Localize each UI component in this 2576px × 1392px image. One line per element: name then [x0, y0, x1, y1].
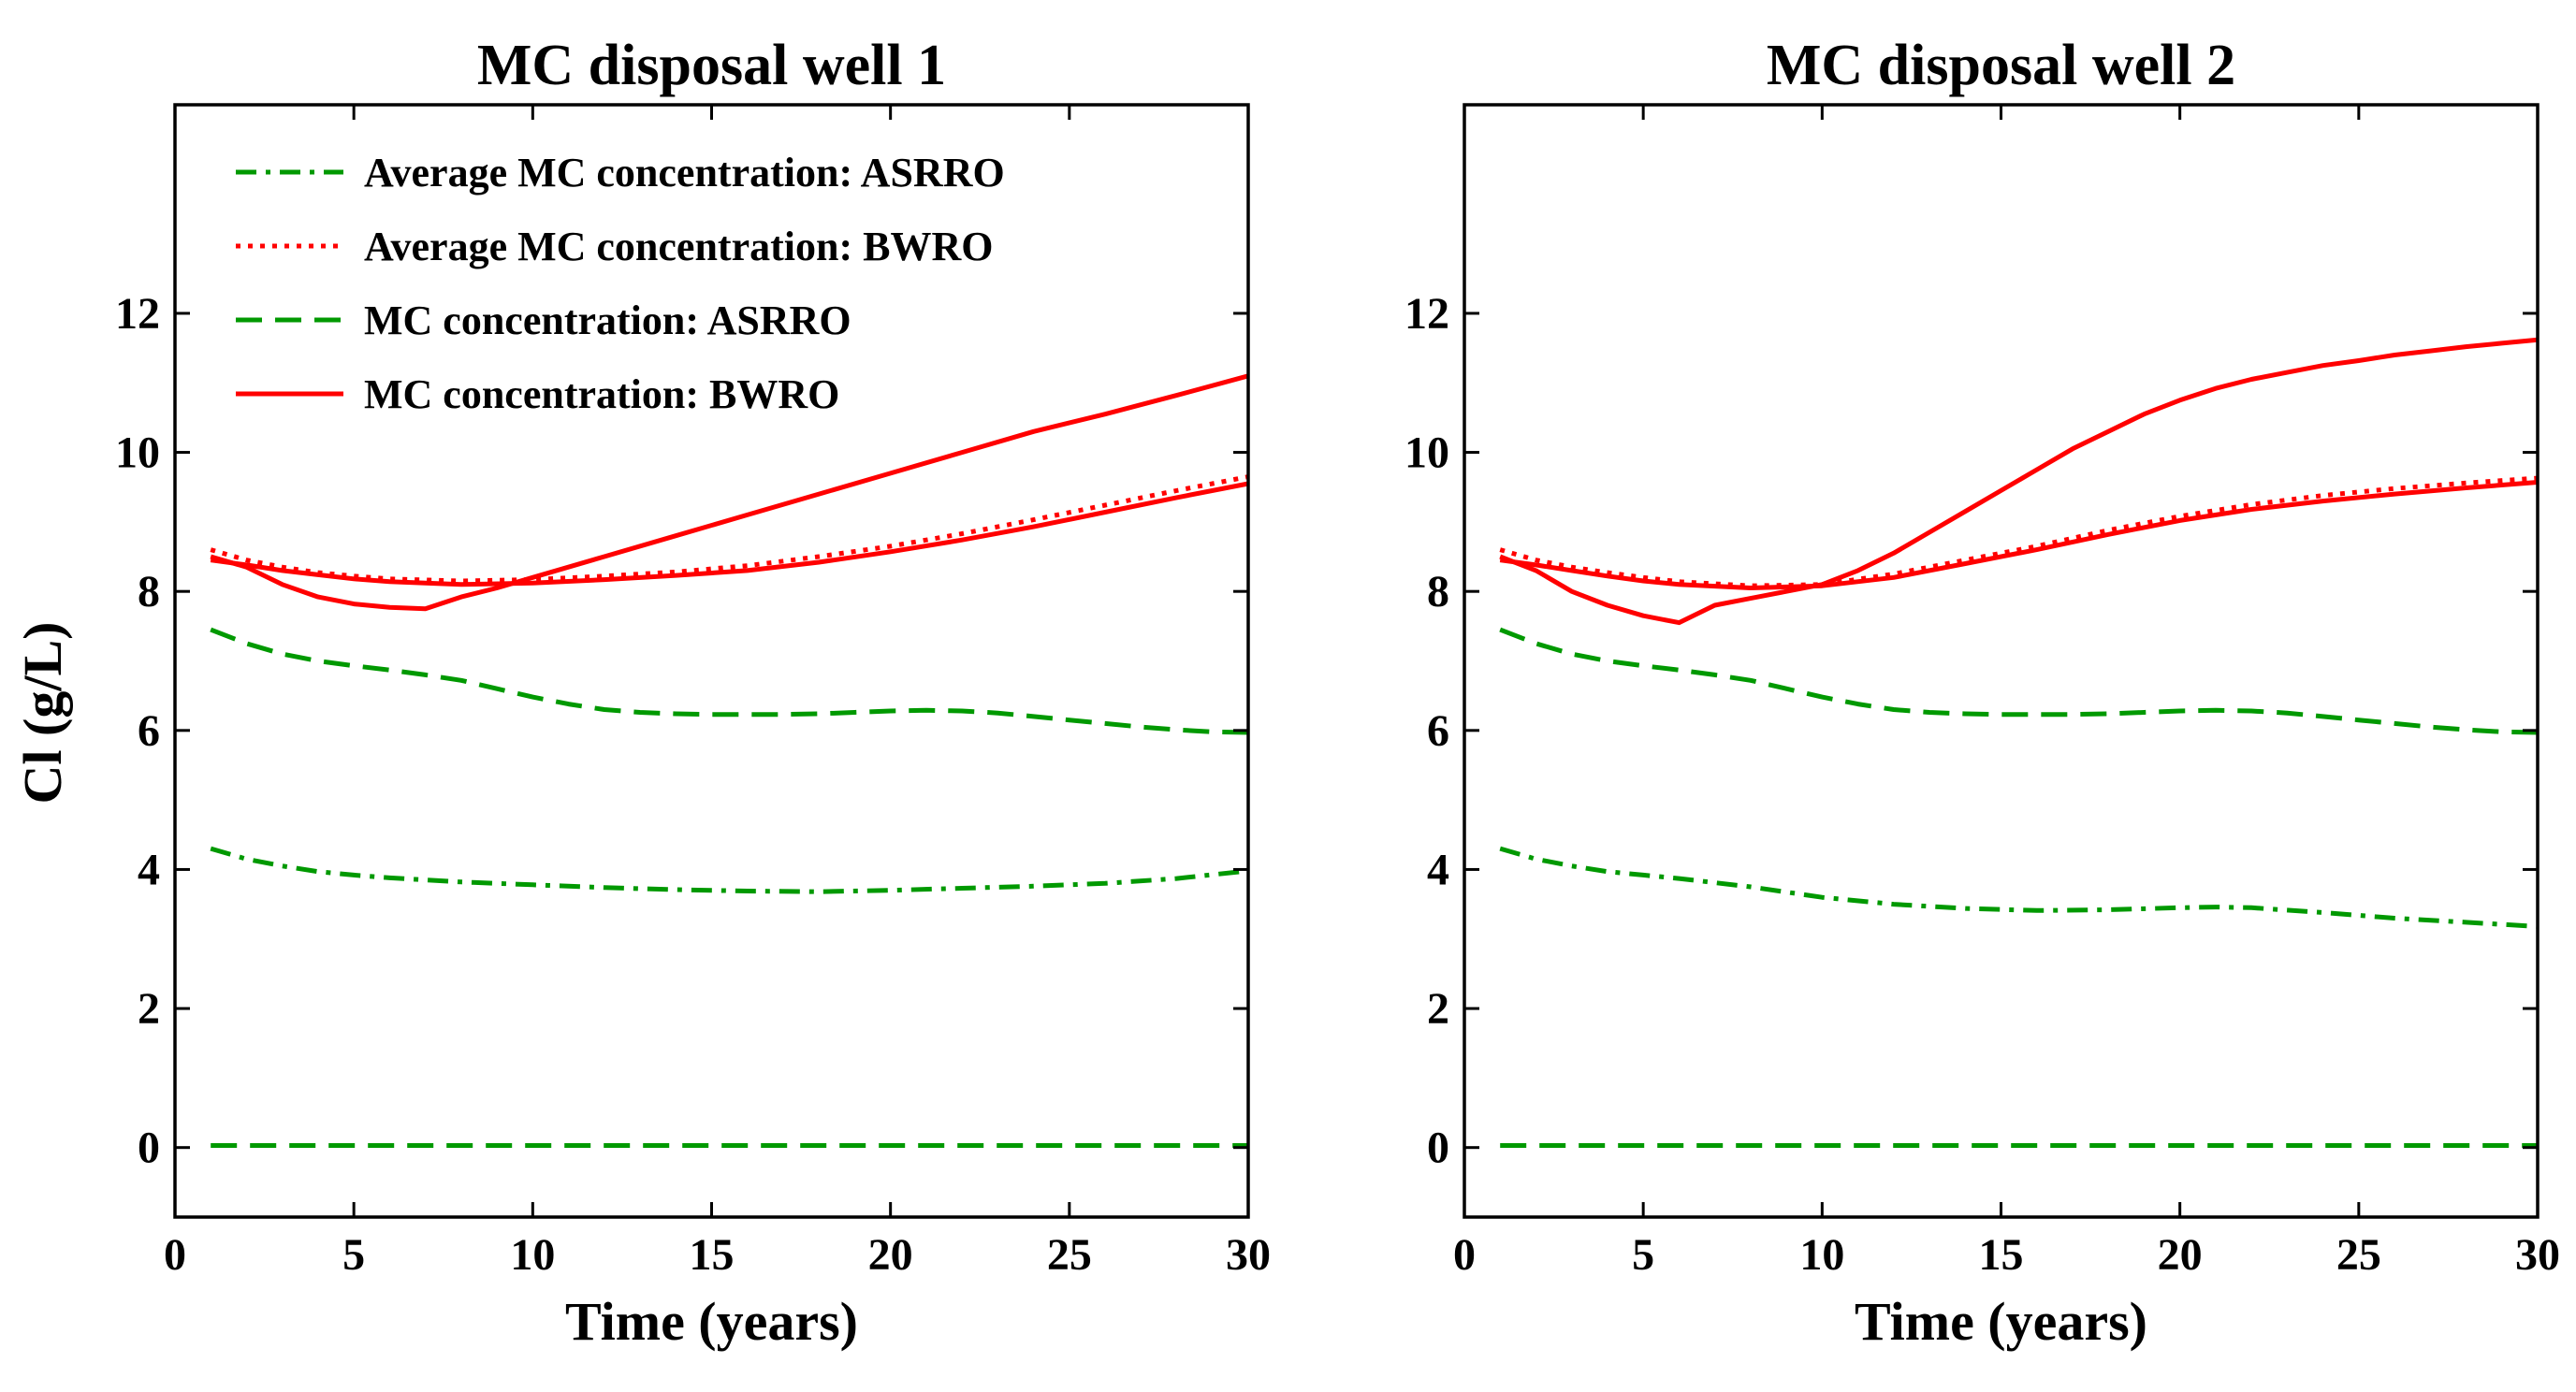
x-tick-label: 30 [2515, 1230, 2560, 1280]
series-line-avg_bwro [210, 474, 1249, 584]
series-line-mc_asrro [210, 627, 1249, 735]
y-tick-label: 12 [115, 289, 160, 339]
chart-title: MC disposal well 2 [1767, 34, 2235, 97]
chart-panel-1: MC disposal well 1 0 5 10 15 20 25 30 0 2 4 6 8 10 12 T… [115, 34, 1271, 1352]
series-line-mc_bwro_a [210, 373, 1249, 612]
y-tick-label: 6 [138, 706, 160, 756]
legend-label-avg_asrro: Average MC concentration: ASRRO [364, 150, 1005, 196]
x-axis-label: Time (years) [1855, 1291, 2147, 1352]
y-tick-label: 0 [1427, 1124, 1449, 1173]
legend: Average MC concentration: ASRRO Average M… [236, 150, 1005, 417]
legend-label-mc_asrro: MC concentration: ASRRO [364, 297, 851, 343]
y-tick-label: 10 [1404, 428, 1449, 478]
x-tick-label: 25 [2336, 1230, 2381, 1280]
x-tick-label: 30 [1226, 1230, 1271, 1280]
y-tick-label: 4 [1427, 845, 1449, 894]
x-tick-label: 15 [1979, 1230, 2024, 1280]
y-tick-label: 12 [1404, 289, 1449, 339]
x-tick-label: 25 [1047, 1230, 1092, 1280]
legend-label-mc_bwro_a: MC concentration: BWRO [364, 371, 839, 417]
x-tick-label: 0 [1453, 1230, 1476, 1280]
x-tick-label: 20 [2158, 1230, 2203, 1280]
x-axis-label: Time (years) [565, 1291, 858, 1352]
x-tick-label: 20 [868, 1230, 913, 1280]
x-tick-label: 10 [1799, 1230, 1844, 1280]
series-line-mc_bwro_b [1499, 480, 2539, 590]
y-tick-label: 2 [138, 984, 160, 1034]
y-tick-label: 4 [138, 845, 160, 894]
series-line-mc_bwro_b [210, 481, 1249, 587]
x-tick-label: 0 [164, 1230, 186, 1280]
y-tick-label: 8 [138, 567, 160, 616]
chart-title: MC disposal well 1 [477, 34, 946, 97]
plot-frame [1463, 103, 2540, 1219]
y-tick-label: 6 [1427, 706, 1449, 756]
legend-label-avg_bwro: Average MC concentration: BWRO [364, 224, 993, 269]
plot-frame [173, 103, 1250, 1219]
y-tick-label: 2 [1427, 984, 1449, 1034]
y-axis-label: Cl (g/L) [12, 622, 73, 805]
x-tick-label: 10 [510, 1230, 555, 1280]
series-line-avg_asrro [1499, 846, 2539, 929]
x-tick-label: 15 [690, 1230, 735, 1280]
x-tick-label: 5 [342, 1230, 365, 1280]
series-line-avg_asrro [210, 846, 1249, 894]
series-line-mc_asrro [1499, 627, 2539, 735]
series-line-mc_bwro_a [1499, 337, 2539, 626]
chart-panel-2: MC disposal well 2 0 5 10 15 20 25 30 0 2 4 6 8 10 12 T… [1404, 34, 2560, 1352]
y-tick-label: 0 [138, 1124, 160, 1173]
x-tick-label: 5 [1632, 1230, 1654, 1280]
y-tick-label: 8 [1427, 567, 1449, 616]
y-tick-label: 10 [115, 428, 160, 478]
